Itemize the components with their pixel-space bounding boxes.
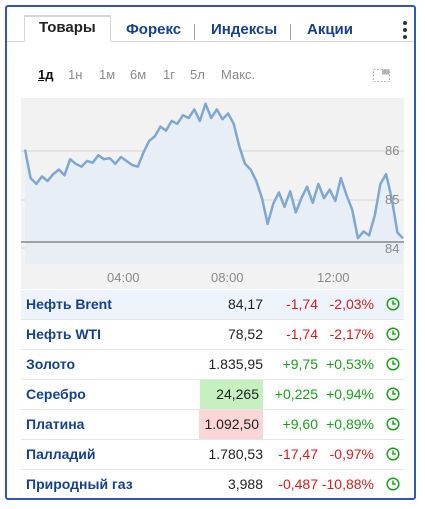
- range-1w[interactable]: 1н: [68, 67, 83, 82]
- tab-commodities[interactable]: Товары: [24, 15, 111, 42]
- x-tick-label: 08:00: [211, 270, 244, 285]
- commodity-price: 78,52: [227, 326, 263, 342]
- tab-stocks[interactable]: Акции: [307, 21, 354, 38]
- commodity-change: -0,487: [278, 476, 318, 492]
- tab-separator: [194, 24, 195, 40]
- tab-forex[interactable]: Форекс: [126, 21, 182, 38]
- commodity-change: -1,74: [286, 326, 318, 342]
- chart-svg: 86 85 84 04:00 08:00 12:00: [21, 98, 404, 289]
- table-row[interactable]: Золото 1.835,95 +9,75 +0,53%: [21, 350, 404, 380]
- price-line: [23, 102, 404, 240]
- expand-icon[interactable]: [373, 69, 390, 82]
- commodity-price: 84,17: [227, 296, 263, 312]
- range-1m[interactable]: 1м: [99, 67, 116, 82]
- y-tick-label: 84: [385, 241, 399, 256]
- commodity-name-link[interactable]: Нефть WTI: [26, 326, 101, 342]
- commodity-percent: +0,89%: [326, 416, 374, 432]
- x-tick-label: 04:00: [107, 270, 140, 285]
- range-1y[interactable]: 1г: [163, 67, 175, 82]
- tab-indices[interactable]: Индексы: [211, 21, 278, 38]
- commodity-price: 3,988: [227, 476, 263, 492]
- clock-icon: [386, 327, 400, 341]
- commodity-percent: -10,88%: [321, 476, 374, 492]
- table-row[interactable]: Природный газ 3,988 -0,487 -10,88%: [21, 470, 404, 498]
- table-row[interactable]: Серебро 24,265 +0,225 +0,94%: [21, 380, 404, 410]
- clock-icon: [386, 357, 400, 371]
- clock-icon: [386, 387, 400, 401]
- range-1d[interactable]: 1д: [38, 67, 54, 82]
- commodity-price: 1.092,50: [198, 410, 263, 439]
- price-chart: 86 85 84 04:00 08:00 12:00: [21, 98, 404, 289]
- commodity-name-link[interactable]: Серебро: [26, 386, 86, 402]
- y-tick-label: 86: [385, 143, 399, 158]
- commodity-price: 1.780,53: [208, 446, 264, 462]
- table-row[interactable]: Платина 1.092,50 +9,60 +0,89%: [21, 410, 404, 440]
- commodity-percent: -2,17%: [329, 326, 374, 342]
- clock-icon: [386, 477, 400, 491]
- commodity-name-link[interactable]: Палладий: [26, 446, 96, 462]
- commodity-name-link[interactable]: Нефть Brent: [26, 296, 112, 312]
- commodities-widget: Товары Форекс Индексы Акции 1д 1н 1м 6м …: [5, 5, 416, 500]
- clock-icon: [386, 417, 400, 431]
- price-area-fill: [25, 103, 403, 264]
- range-5y[interactable]: 5л: [190, 67, 205, 82]
- commodity-percent: +0,94%: [326, 386, 374, 402]
- range-max[interactable]: Макс.: [221, 67, 256, 82]
- table-row[interactable]: Палладий 1.780,53 -17,47 -0,97%: [21, 440, 404, 470]
- commodity-change: +0,225: [274, 386, 318, 402]
- kebab-menu-icon[interactable]: [402, 21, 408, 41]
- commodity-name-link[interactable]: Платина: [26, 416, 85, 432]
- table-row[interactable]: Нефть WTI 78,52 -1,74 -2,17%: [21, 320, 404, 350]
- tab-bar: Товары Форекс Индексы Акции: [7, 7, 414, 42]
- commodities-table: Нефть Brent 84,17 -1,74 -2,03% Нефть WTI 78,5…: [21, 290, 404, 498]
- commodity-name-link[interactable]: Природный газ: [26, 476, 133, 492]
- commodity-percent: -0,97%: [329, 446, 374, 462]
- range-6m[interactable]: 6м: [130, 67, 147, 82]
- commodity-percent: +0,53%: [326, 356, 374, 372]
- clock-icon: [386, 297, 400, 311]
- commodity-name-link[interactable]: Золото: [26, 356, 76, 372]
- y-tick-label: 85: [385, 192, 399, 207]
- commodity-change: +9,75: [282, 356, 318, 372]
- commodity-change: -1,74: [286, 296, 318, 312]
- time-axis-band: [21, 264, 404, 289]
- x-tick-label: 12:00: [317, 270, 350, 285]
- commodity-price: 24,265: [200, 380, 263, 409]
- clock-icon: [386, 447, 400, 461]
- tab-separator: [290, 24, 291, 40]
- commodity-price: 1.835,95: [208, 356, 264, 372]
- commodity-change: -17,47: [278, 446, 318, 462]
- table-row[interactable]: Нефть Brent 84,17 -1,74 -2,03%: [21, 290, 404, 320]
- commodity-percent: -2,03%: [329, 296, 374, 312]
- time-range-selector: 1д 1н 1м 6м 1г 5л Макс.: [7, 67, 414, 87]
- commodity-change: +9,60: [282, 416, 318, 432]
